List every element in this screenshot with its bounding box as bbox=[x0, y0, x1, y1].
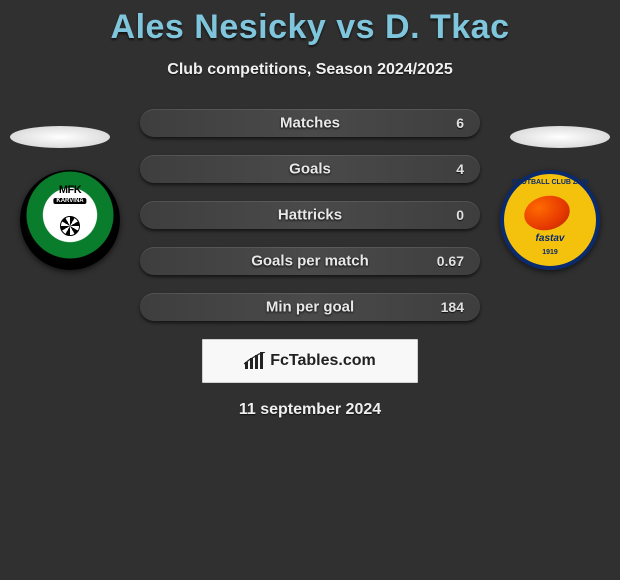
stat-value-right: 184 bbox=[441, 299, 464, 315]
stat-row-goals: Goals 4 bbox=[140, 155, 480, 183]
stat-value-right: 0 bbox=[456, 207, 464, 223]
player-silhouette-right bbox=[510, 126, 610, 148]
stat-row-matches: Matches 6 bbox=[140, 109, 480, 137]
stat-row-gpm: Goals per match 0.67 bbox=[140, 247, 480, 275]
stat-row-hattricks: Hattricks 0 bbox=[140, 201, 480, 229]
badge-year: 1919 bbox=[542, 249, 558, 256]
stat-label: Min per goal bbox=[266, 299, 354, 316]
stat-row-mpg: Min per goal 184 bbox=[140, 293, 480, 321]
club-badge-karvina: MFK KARVINA bbox=[20, 170, 120, 270]
soccer-ball-icon bbox=[60, 216, 80, 236]
stat-value-right: 6 bbox=[456, 115, 464, 131]
page-title: Ales Nesicky vs D. Tkac bbox=[0, 0, 620, 47]
bar-chart-icon bbox=[244, 352, 266, 370]
club-badge-zlin: FOOTBALL CLUB ZLIN fastav 1919 bbox=[500, 170, 600, 270]
date-label: 11 september 2024 bbox=[0, 401, 620, 419]
stat-value-right: 4 bbox=[456, 161, 464, 177]
rugby-ball-icon bbox=[521, 192, 573, 235]
stat-label: Goals per match bbox=[251, 253, 369, 270]
player-silhouette-left bbox=[10, 126, 110, 148]
stat-label: Matches bbox=[280, 115, 340, 132]
badge-arc-text: FOOTBALL CLUB ZLIN bbox=[512, 179, 589, 186]
stat-label: Hattricks bbox=[278, 207, 342, 224]
stat-label: Goals bbox=[289, 161, 331, 178]
badge-name: fastav bbox=[536, 233, 565, 244]
badge-text-top: MFK bbox=[59, 184, 81, 196]
badge-text-mid: KARVINA bbox=[53, 198, 86, 204]
stat-value-right: 0.67 bbox=[437, 253, 464, 269]
brand-text: FcTables.com bbox=[270, 352, 376, 370]
subtitle: Club competitions, Season 2024/2025 bbox=[0, 61, 620, 79]
brand-logo[interactable]: FcTables.com bbox=[202, 339, 418, 383]
